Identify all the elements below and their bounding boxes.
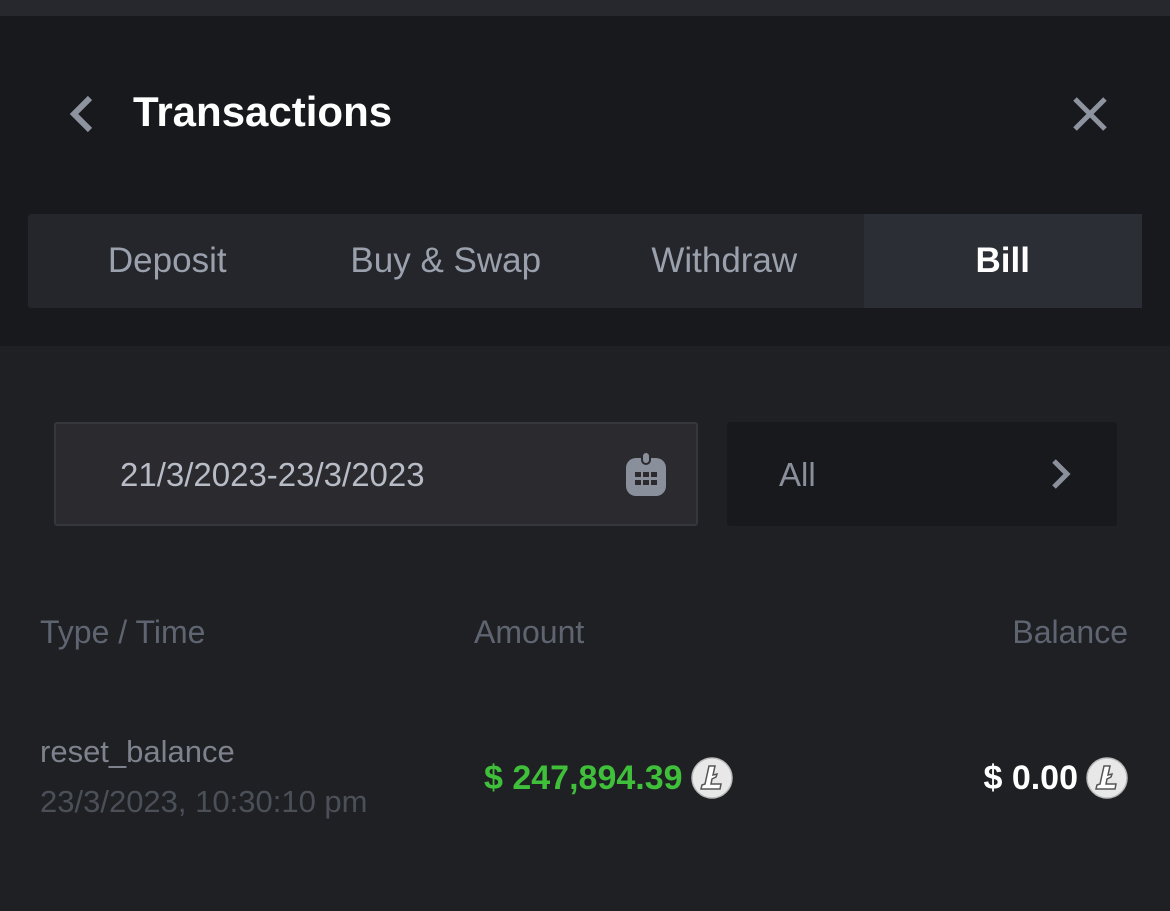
header: Transactions Deposit Buy & Swap Withdraw… [0,16,1170,346]
litecoin-icon [1086,757,1128,799]
calendar-icon[interactable] [624,452,668,498]
amount-value: $ 247,894.39 [484,758,683,797]
status-strip [0,0,1170,16]
litecoin-icon [690,757,733,799]
tab-withdraw[interactable]: Withdraw [651,241,798,280]
type-filter-select[interactable]: All [727,422,1117,526]
transaction-type: reset_balance [40,734,235,769]
balance-value: $ 0.00 [983,758,1078,797]
date-range-picker[interactable]: 21/3/2023-23/3/2023 [54,422,698,526]
date-range-value: 21/3/2023-23/3/2023 [120,456,425,493]
tab-buy-swap[interactable]: Buy & Swap [350,241,542,280]
column-header-type-time: Type / Time [40,614,206,650]
tab-deposit[interactable]: Deposit [107,241,227,280]
tab-bill[interactable]: Bill [863,214,1142,308]
column-header-amount: Amount [474,614,585,650]
chevron-right-icon [1052,459,1071,489]
type-filter-value: All [779,456,816,493]
transaction-amount: $ 247,894.39 [484,757,733,799]
transaction-balance: $ 0.00 [983,757,1128,799]
back-icon[interactable] [62,94,102,134]
close-icon[interactable] [1070,94,1110,134]
column-header-balance: Balance [1012,614,1128,650]
tab-bar: Deposit Buy & Swap Withdraw Bill [28,214,1142,308]
page-title: Transactions [133,88,393,135]
transaction-time: 23/3/2023, 10:30:10 pm [40,784,368,819]
